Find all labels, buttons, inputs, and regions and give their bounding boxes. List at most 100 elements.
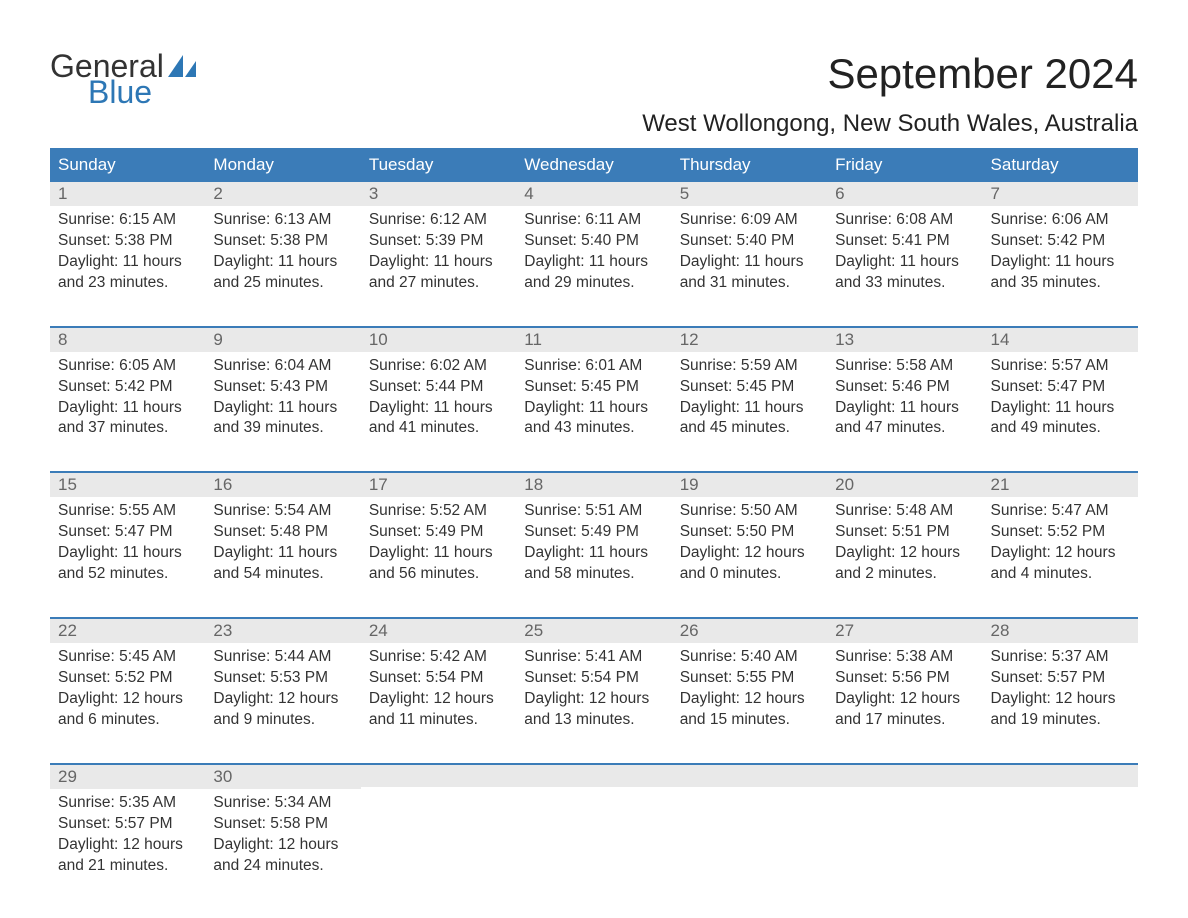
day-header: Saturday xyxy=(983,148,1138,182)
day-number: 30 xyxy=(213,767,232,786)
day-number: 19 xyxy=(680,475,699,494)
day-number: 7 xyxy=(991,184,1000,203)
day-number: 5 xyxy=(680,184,689,203)
day-details: Sunrise: 5:48 AMSunset: 5:51 PMDaylight:… xyxy=(827,497,982,593)
day-details: Sunrise: 5:54 AMSunset: 5:48 PMDaylight:… xyxy=(205,497,360,593)
month-title: September 2024 xyxy=(642,50,1138,98)
day-cell: 29Sunrise: 5:35 AMSunset: 5:57 PMDayligh… xyxy=(50,765,205,885)
day-header: Sunday xyxy=(50,148,205,182)
day-cell: 20Sunrise: 5:48 AMSunset: 5:51 PMDayligh… xyxy=(827,473,982,593)
day-details: Sunrise: 5:57 AMSunset: 5:47 PMDaylight:… xyxy=(983,352,1138,448)
week-row: 15 Sunrise: 5:55 AMSunset: 5:47 PMDayligh… xyxy=(50,471,1138,593)
day-cell: 18 Sunrise: 5:51 AMSunset: 5:49 PMDayligh… xyxy=(516,473,671,593)
day-cell: 13 Sunrise: 5:58 AMSunset: 5:46 PMDayligh… xyxy=(827,328,982,448)
day-cell: 28Sunrise: 5:37 AMSunset: 5:57 PMDayligh… xyxy=(983,619,1138,739)
day-details: Sunrise: 6:11 AMSunset: 5:40 PMDaylight:… xyxy=(516,206,671,302)
day-details: Sunrise: 5:52 AMSunset: 5:49 PMDaylight:… xyxy=(361,497,516,593)
day-cell: 12Sunrise: 5:59 AMSunset: 5:45 PMDayligh… xyxy=(672,328,827,448)
day-details: Sunrise: 5:59 AMSunset: 5:45 PMDaylight:… xyxy=(672,352,827,448)
day-details: Sunrise: 5:47 AMSunset: 5:52 PMDaylight:… xyxy=(983,497,1138,593)
day-details: Sunrise: 6:09 AMSunset: 5:40 PMDaylight:… xyxy=(672,206,827,302)
day-number: 8 xyxy=(58,330,67,349)
day-number: 21 xyxy=(991,475,1010,494)
day-cell: 30 Sunrise: 5:34 AMSunset: 5:58 PMDayligh… xyxy=(205,765,360,885)
day-details: Sunrise: 5:50 AMSunset: 5:50 PMDaylight:… xyxy=(672,497,827,593)
day-cell: 22 Sunrise: 5:45 AMSunset: 5:52 PMDayligh… xyxy=(50,619,205,739)
day-details: Sunrise: 5:41 AMSunset: 5:54 PMDaylight:… xyxy=(516,643,671,739)
day-cell: 9Sunrise: 6:04 AMSunset: 5:43 PMDaylight… xyxy=(205,328,360,448)
day-cell: 23 Sunrise: 5:44 AMSunset: 5:53 PMDayligh… xyxy=(205,619,360,739)
day-header: Tuesday xyxy=(361,148,516,182)
day-details: Sunrise: 5:38 AMSunset: 5:56 PMDaylight:… xyxy=(827,643,982,739)
day-details: Sunrise: 5:35 AMSunset: 5:57 PMDaylight:… xyxy=(50,789,205,885)
day-number: 4 xyxy=(524,184,533,203)
day-number: 28 xyxy=(991,621,1010,640)
day-details: Sunrise: 6:04 AMSunset: 5:43 PMDaylight:… xyxy=(205,352,360,448)
day-number: 14 xyxy=(991,330,1010,349)
day-details: Sunrise: 5:45 AMSunset: 5:52 PMDaylight:… xyxy=(50,643,205,739)
day-cell: 2Sunrise: 6:13 AMSunset: 5:38 PMDaylight… xyxy=(205,182,360,302)
day-number: 3 xyxy=(369,184,378,203)
day-cell: 11 Sunrise: 6:01 AMSunset: 5:45 PMDayligh… xyxy=(516,328,671,448)
day-details: Sunrise: 5:58 AMSunset: 5:46 PMDaylight:… xyxy=(827,352,982,448)
day-cell: 10 Sunrise: 6:02 AMSunset: 5:44 PMDayligh… xyxy=(361,328,516,448)
week-row: 22 Sunrise: 5:45 AMSunset: 5:52 PMDayligh… xyxy=(50,617,1138,739)
day-details: Sunrise: 5:51 AMSunset: 5:49 PMDaylight:… xyxy=(516,497,671,593)
day-number: 11 xyxy=(524,330,542,349)
day-cell xyxy=(983,765,1138,885)
day-details: Sunrise: 6:15 AMSunset: 5:38 PMDaylight:… xyxy=(50,206,205,302)
day-number: 24 xyxy=(369,621,388,640)
day-number: 27 xyxy=(835,621,854,640)
day-header: Thursday xyxy=(672,148,827,182)
day-details: Sunrise: 6:06 AMSunset: 5:42 PMDaylight:… xyxy=(983,206,1138,302)
logo-text-blue: Blue xyxy=(88,76,198,108)
day-cell: 17 Sunrise: 5:52 AMSunset: 5:49 PMDayligh… xyxy=(361,473,516,593)
day-details: Sunrise: 5:55 AMSunset: 5:47 PMDaylight:… xyxy=(50,497,205,593)
day-details: Sunrise: 6:02 AMSunset: 5:44 PMDaylight:… xyxy=(361,352,516,448)
day-cell: 8 Sunrise: 6:05 AMSunset: 5:42 PMDaylight… xyxy=(50,328,205,448)
day-header: Monday xyxy=(205,148,360,182)
day-cell: 5 Sunrise: 6:09 AMSunset: 5:40 PMDaylight… xyxy=(672,182,827,302)
day-cell: 25 Sunrise: 5:41 AMSunset: 5:54 PMDayligh… xyxy=(516,619,671,739)
day-cell: 1 Sunrise: 6:15 AMSunset: 5:38 PMDaylight… xyxy=(50,182,205,302)
day-cell: 26Sunrise: 5:40 AMSunset: 5:55 PMDayligh… xyxy=(672,619,827,739)
day-number: 13 xyxy=(835,330,854,349)
day-cell: 3 Sunrise: 6:12 AMSunset: 5:39 PMDaylight… xyxy=(361,182,516,302)
day-cell xyxy=(516,765,671,885)
day-number: 10 xyxy=(369,330,388,349)
day-details: Sunrise: 5:40 AMSunset: 5:55 PMDaylight:… xyxy=(672,643,827,739)
day-cell: 21 Sunrise: 5:47 AMSunset: 5:52 PMDayligh… xyxy=(983,473,1138,593)
day-cell: 6 Sunrise: 6:08 AMSunset: 5:41 PMDaylight… xyxy=(827,182,982,302)
day-header: Friday xyxy=(827,148,982,182)
day-cell: 16Sunrise: 5:54 AMSunset: 5:48 PMDayligh… xyxy=(205,473,360,593)
day-number: 6 xyxy=(835,184,844,203)
calendar: SundayMondayTuesdayWednesdayThursdayFrid… xyxy=(50,148,1138,884)
logo: General Blue xyxy=(50,50,198,108)
day-number: 18 xyxy=(524,475,543,494)
location: West Wollongong, New South Wales, Austra… xyxy=(642,110,1138,138)
day-number: 15 xyxy=(58,475,77,494)
day-cell: 19 Sunrise: 5:50 AMSunset: 5:50 PMDayligh… xyxy=(672,473,827,593)
day-details: Sunrise: 6:12 AMSunset: 5:39 PMDaylight:… xyxy=(361,206,516,302)
day-number: 1 xyxy=(58,184,67,203)
page-header: General Blue September 2024 West Wollong… xyxy=(50,50,1138,138)
day-number: 22 xyxy=(58,621,77,640)
day-details: Sunrise: 6:01 AMSunset: 5:45 PMDaylight:… xyxy=(516,352,671,448)
day-number: 23 xyxy=(213,621,232,640)
day-cell: 15 Sunrise: 5:55 AMSunset: 5:47 PMDayligh… xyxy=(50,473,205,593)
day-cell xyxy=(672,765,827,885)
day-details: Sunrise: 5:44 AMSunset: 5:53 PMDaylight:… xyxy=(205,643,360,739)
day-details: Sunrise: 6:08 AMSunset: 5:41 PMDaylight:… xyxy=(827,206,982,302)
day-cell: 14 Sunrise: 5:57 AMSunset: 5:47 PMDayligh… xyxy=(983,328,1138,448)
day-header: Wednesday xyxy=(516,148,671,182)
day-cell: 24 Sunrise: 5:42 AMSunset: 5:54 PMDayligh… xyxy=(361,619,516,739)
day-number: 25 xyxy=(524,621,543,640)
week-row: 1 Sunrise: 6:15 AMSunset: 5:38 PMDaylight… xyxy=(50,182,1138,302)
week-row: 29Sunrise: 5:35 AMSunset: 5:57 PMDayligh… xyxy=(50,763,1138,885)
day-details: Sunrise: 5:34 AMSunset: 5:58 PMDaylight:… xyxy=(205,789,360,885)
day-details: Sunrise: 5:42 AMSunset: 5:54 PMDaylight:… xyxy=(361,643,516,739)
day-number: 2 xyxy=(213,184,222,203)
day-details: Sunrise: 6:05 AMSunset: 5:42 PMDaylight:… xyxy=(50,352,205,448)
week-row: 8 Sunrise: 6:05 AMSunset: 5:42 PMDaylight… xyxy=(50,326,1138,448)
day-number: 17 xyxy=(369,475,388,494)
